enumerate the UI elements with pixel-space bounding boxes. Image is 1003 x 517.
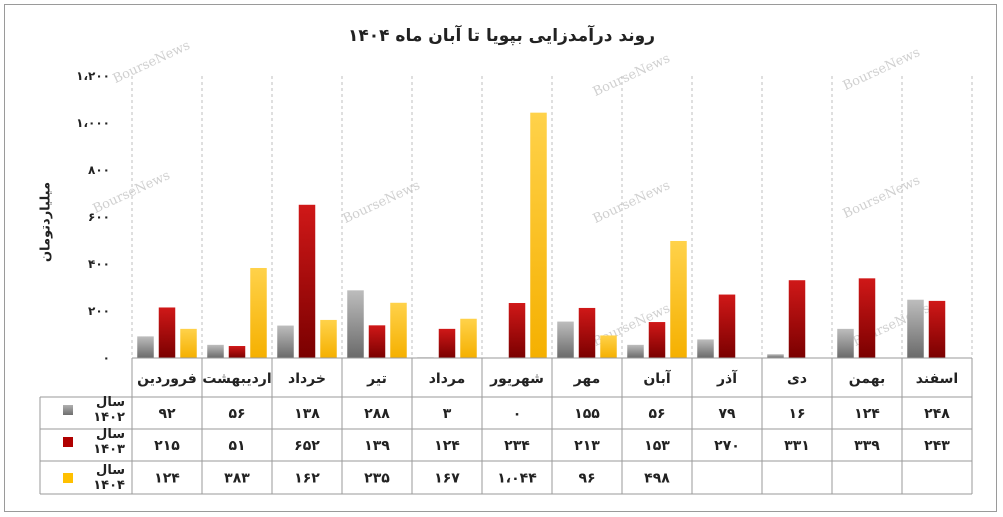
data-label: ۲۴۳ (924, 438, 950, 454)
bar (670, 240, 687, 358)
legend-label: سال ۱۴۰۲ (93, 395, 125, 425)
data-label: ۱۵۳ (644, 438, 670, 454)
bar (508, 303, 526, 358)
bar (767, 354, 784, 358)
bar (137, 336, 154, 358)
y-tick-label: ۴۰۰ (88, 257, 110, 271)
category-label: خرداد (288, 371, 326, 387)
data-label: ۱۶۲ (294, 471, 320, 487)
data-label: ۶۵۲ (294, 438, 320, 454)
bar (557, 321, 574, 358)
legend-swatch (63, 405, 73, 415)
data-label: ۵۶ (648, 406, 665, 422)
bar (228, 346, 246, 358)
data-label: ۱۲۴ (154, 471, 180, 487)
data-label: ۲۱۵ (154, 438, 180, 454)
chart-title: روند درآمدزایی بپویا تا آبان ماه ۱۴۰۴ (347, 26, 656, 46)
data-label: ۵۶ (228, 406, 245, 422)
data-label: ۳ (443, 406, 452, 422)
data-label: ۱،۰۴۴ (497, 471, 537, 487)
data-label: ۳۳۱ (784, 438, 810, 454)
bar (697, 339, 714, 358)
data-label: ۲۸۸ (364, 406, 390, 422)
data-label: ۲۱۳ (574, 438, 600, 454)
category-label: شهریور (489, 371, 544, 387)
bar (180, 328, 197, 358)
y-tick-label: ۰ (103, 351, 110, 365)
y-tick-label: ۲۰۰ (88, 304, 110, 318)
category-label: آذر (716, 369, 738, 387)
data-label: ۱۶ (788, 406, 805, 422)
legend-swatch (63, 473, 73, 483)
bar (158, 307, 176, 358)
category-label: اردیبهشت (202, 371, 271, 387)
bar (460, 318, 477, 358)
legend-label: سال ۱۴۰۳ (93, 427, 125, 457)
data-label: ۲۴۸ (924, 406, 950, 422)
data-label: ۱۳۹ (364, 438, 390, 454)
bar (368, 325, 386, 358)
data-label: ۱۳۸ (294, 406, 320, 422)
bar (788, 280, 806, 358)
category-label: دی (787, 371, 807, 387)
bar (438, 328, 456, 358)
category-label: مرداد (429, 371, 466, 387)
bar (530, 112, 547, 358)
data-label: ۳۳۹ (854, 438, 880, 454)
bar (858, 278, 876, 358)
category-label: تیر (366, 371, 387, 387)
bar (627, 344, 644, 358)
chart-frame (4, 4, 997, 512)
y-tick-label: ۶۰۰ (88, 210, 110, 224)
data-label: ۱۲۴ (854, 406, 880, 422)
bar (648, 322, 666, 358)
bar (837, 328, 854, 358)
data-label: ۳۸۳ (224, 471, 250, 487)
category-label: بهمن (849, 371, 885, 387)
category-label: فروردین (137, 371, 197, 387)
data-label: ۲۳۴ (504, 438, 530, 454)
y-tick-label: ۸۰۰ (88, 163, 110, 177)
bar (390, 302, 407, 358)
bar (578, 307, 596, 358)
legend-row-1403: سال ۱۴۰۳ (63, 427, 125, 457)
bar (277, 325, 294, 358)
bar (600, 335, 617, 358)
data-label: ۹۲ (158, 406, 176, 422)
data-label: ۵۱ (228, 438, 245, 454)
legend-row-1404: سال ۱۴۰۴ (63, 463, 125, 493)
bar (298, 204, 316, 358)
data-label: ۴۹۸ (644, 471, 670, 487)
bar (928, 300, 946, 358)
data-label: ۲۷۰ (714, 438, 740, 454)
category-label: اسفند (916, 371, 958, 387)
bar (320, 319, 337, 358)
bar (250, 267, 267, 358)
legend-row-1402: سال ۱۴۰۲ (63, 395, 125, 425)
data-label: ۲۳۵ (364, 471, 390, 487)
y-tick-label: ۱،۰۰۰ (76, 116, 110, 130)
data-label: ۱۲۴ (434, 438, 460, 454)
bar (347, 290, 364, 358)
category-label: آبان (643, 369, 671, 387)
category-label: مهر (573, 371, 601, 387)
data-label: ۹۶ (578, 471, 595, 487)
legend-label: سال ۱۴۰۴ (93, 463, 125, 493)
data-label: ۰ (513, 406, 522, 422)
bar (207, 344, 224, 358)
legend-swatch (63, 437, 73, 447)
data-label: ۷۹ (718, 406, 736, 422)
bar (907, 299, 924, 358)
bar (718, 294, 736, 358)
data-label: ۱۵۵ (574, 406, 600, 422)
data-label: ۱۶۷ (434, 471, 460, 487)
y-tick-label: ۱،۲۰۰ (76, 69, 110, 83)
